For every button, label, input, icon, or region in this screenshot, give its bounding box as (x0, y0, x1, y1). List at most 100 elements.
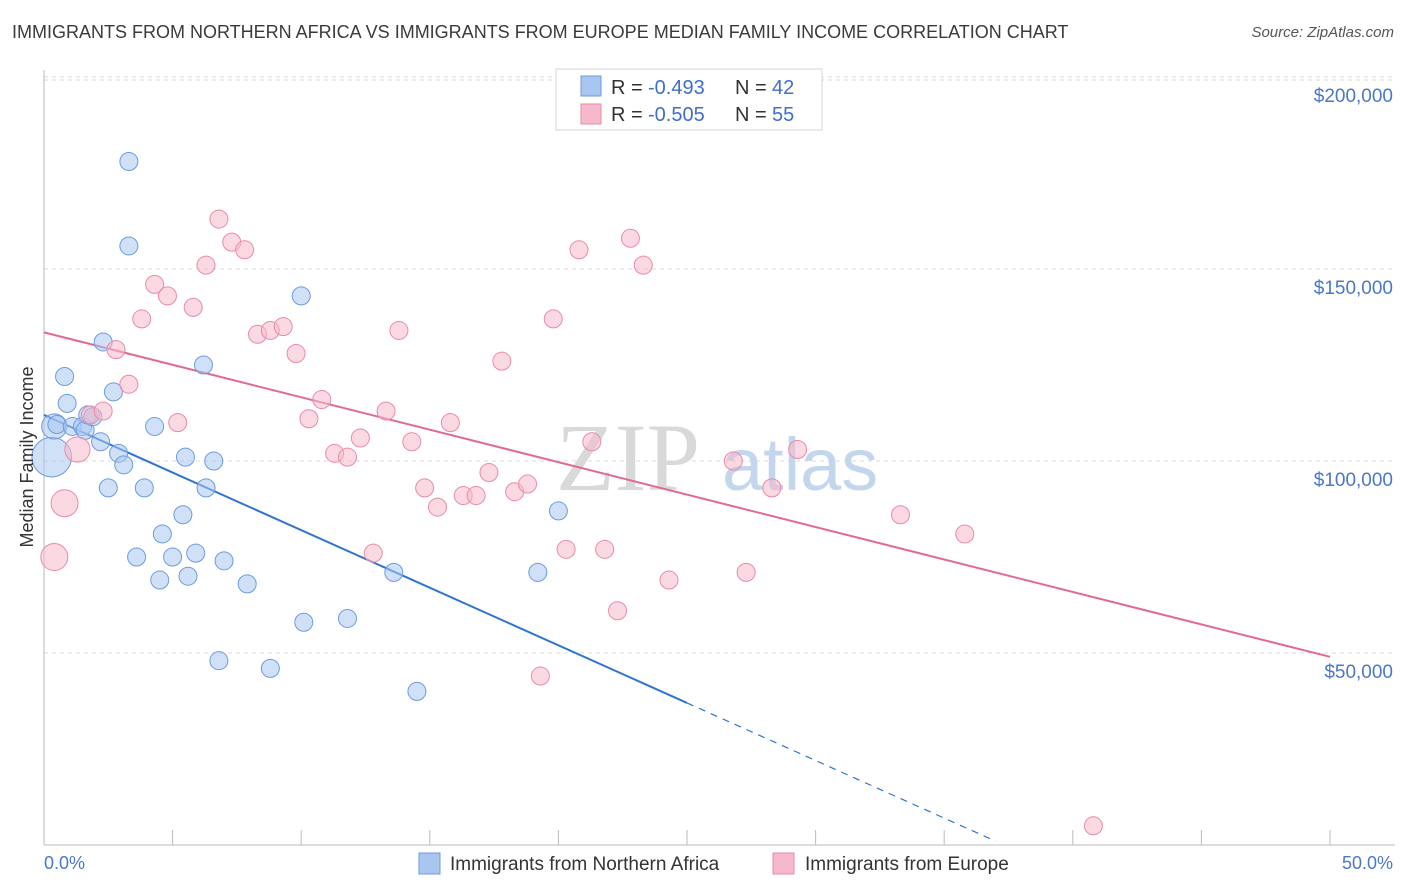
point-blue-29 (196, 478, 216, 498)
legend-top: R = -0.493 N = 42 R = -0.505 N = 55 (555, 68, 823, 131)
legend-r-value-1: -0.493 (648, 77, 705, 99)
point-pink-49 (736, 562, 756, 582)
point-pink-34 (479, 463, 499, 483)
point-blue-16 (119, 151, 139, 171)
point-pink-52 (890, 505, 910, 525)
chart-source: Source: ZipAtlas.com (1251, 24, 1394, 41)
point-pink-2 (64, 436, 91, 463)
point-blue-18 (127, 547, 147, 567)
legend-n-label-2: N = (735, 104, 767, 126)
point-blue-20 (145, 416, 165, 436)
point-pink-35 (492, 351, 512, 371)
point-pink-21 (312, 390, 332, 410)
point-blue-10 (91, 432, 111, 452)
legend-swatch-blue (580, 75, 602, 97)
legend-r-label-2: R = (611, 104, 643, 126)
legend-r-value-2: -0.505 (648, 104, 705, 126)
chart-title: IMMIGRANTS FROM NORTHERN AFRICA VS IMMIG… (12, 22, 1069, 42)
y-axis-label: Median Family Income (17, 366, 37, 547)
point-pink-38 (530, 666, 550, 686)
point-blue-41 (548, 501, 568, 521)
bottom-legend-swatch-blue (418, 852, 441, 875)
point-blue-17 (119, 236, 139, 256)
point-blue-3 (55, 367, 75, 387)
point-pink-31 (440, 413, 460, 433)
point-pink-33 (466, 486, 486, 506)
point-pink-40 (556, 539, 576, 559)
point-pink-39 (543, 309, 563, 329)
point-pink-0 (40, 543, 69, 571)
point-pink-51 (788, 439, 808, 459)
watermark-atlas: atlas (722, 423, 878, 506)
legend-n-value-1: 42 (772, 77, 794, 99)
point-pink-24 (350, 428, 370, 448)
point-pink-25 (363, 543, 383, 563)
data-points (31, 151, 1103, 836)
point-pink-26 (376, 401, 396, 421)
point-pink-28 (402, 432, 422, 452)
point-blue-4 (57, 393, 77, 413)
point-blue-40 (528, 562, 548, 582)
y-tick-label-0: $50,000 (1324, 662, 1393, 683)
point-pink-4 (93, 401, 113, 421)
point-pink-42 (582, 432, 602, 452)
point-pink-12 (196, 255, 216, 275)
legend-n-value-2: 55 (772, 104, 794, 126)
y-tick-labels: $50,000 $100,000 $150,000 $200,000 (1314, 86, 1393, 683)
x-tick-marks (43, 830, 1331, 845)
point-pink-8 (145, 274, 165, 294)
point-pink-43 (595, 539, 615, 559)
trendline-pink (43, 331, 1331, 658)
point-pink-13 (209, 209, 229, 229)
point-pink-44 (608, 601, 628, 621)
point-blue-19 (134, 478, 154, 498)
legend-r-label-1: R = (611, 77, 643, 99)
point-pink-6 (119, 374, 139, 394)
point-blue-31 (209, 651, 229, 671)
bottom-legend-label-2: Immigrants from Europe (805, 854, 1009, 875)
point-pink-1 (50, 489, 79, 518)
point-blue-37 (337, 608, 357, 628)
point-blue-15 (114, 455, 134, 475)
point-blue-26 (178, 566, 198, 586)
axes (43, 70, 1395, 846)
legend-bottom: Immigrants from Northern Africa Immigran… (418, 852, 1009, 875)
point-pink-45 (620, 228, 640, 248)
x-tick-label-min: 0.0% (44, 853, 85, 873)
point-blue-0 (31, 436, 73, 478)
point-blue-22 (152, 524, 172, 544)
legend-swatch-pink (580, 103, 602, 125)
point-pink-47 (659, 570, 679, 590)
point-blue-30 (204, 451, 224, 471)
point-pink-9 (157, 286, 177, 306)
watermark-zip: ZIP (556, 404, 700, 511)
point-pink-29 (415, 478, 435, 498)
point-blue-11 (98, 478, 118, 498)
point-pink-46 (633, 255, 653, 275)
point-pink-5 (106, 340, 126, 360)
grid-lines (44, 76, 1395, 654)
point-blue-27 (186, 543, 206, 563)
point-pink-18 (273, 317, 293, 337)
point-blue-39 (407, 681, 427, 701)
point-pink-10 (168, 413, 188, 433)
point-pink-37 (518, 474, 538, 494)
y-tick-label-1: $100,000 (1314, 470, 1393, 491)
point-pink-20 (299, 409, 319, 429)
point-pink-27 (389, 320, 409, 340)
point-blue-34 (260, 658, 280, 678)
point-pink-53 (955, 524, 975, 544)
point-pink-30 (428, 497, 448, 517)
point-pink-19 (286, 343, 306, 363)
point-blue-38 (384, 562, 404, 582)
point-blue-36 (294, 612, 314, 632)
point-pink-41 (569, 240, 589, 260)
x-tick-label-max: 50.0% (1342, 853, 1393, 873)
trendline-blue (43, 414, 688, 704)
bottom-legend-label-1: Immigrants from Northern Africa (450, 854, 720, 875)
point-pink-23 (337, 447, 357, 467)
legend-n-label-1: N = (735, 77, 767, 99)
point-blue-33 (237, 574, 257, 594)
point-blue-13 (103, 382, 123, 402)
